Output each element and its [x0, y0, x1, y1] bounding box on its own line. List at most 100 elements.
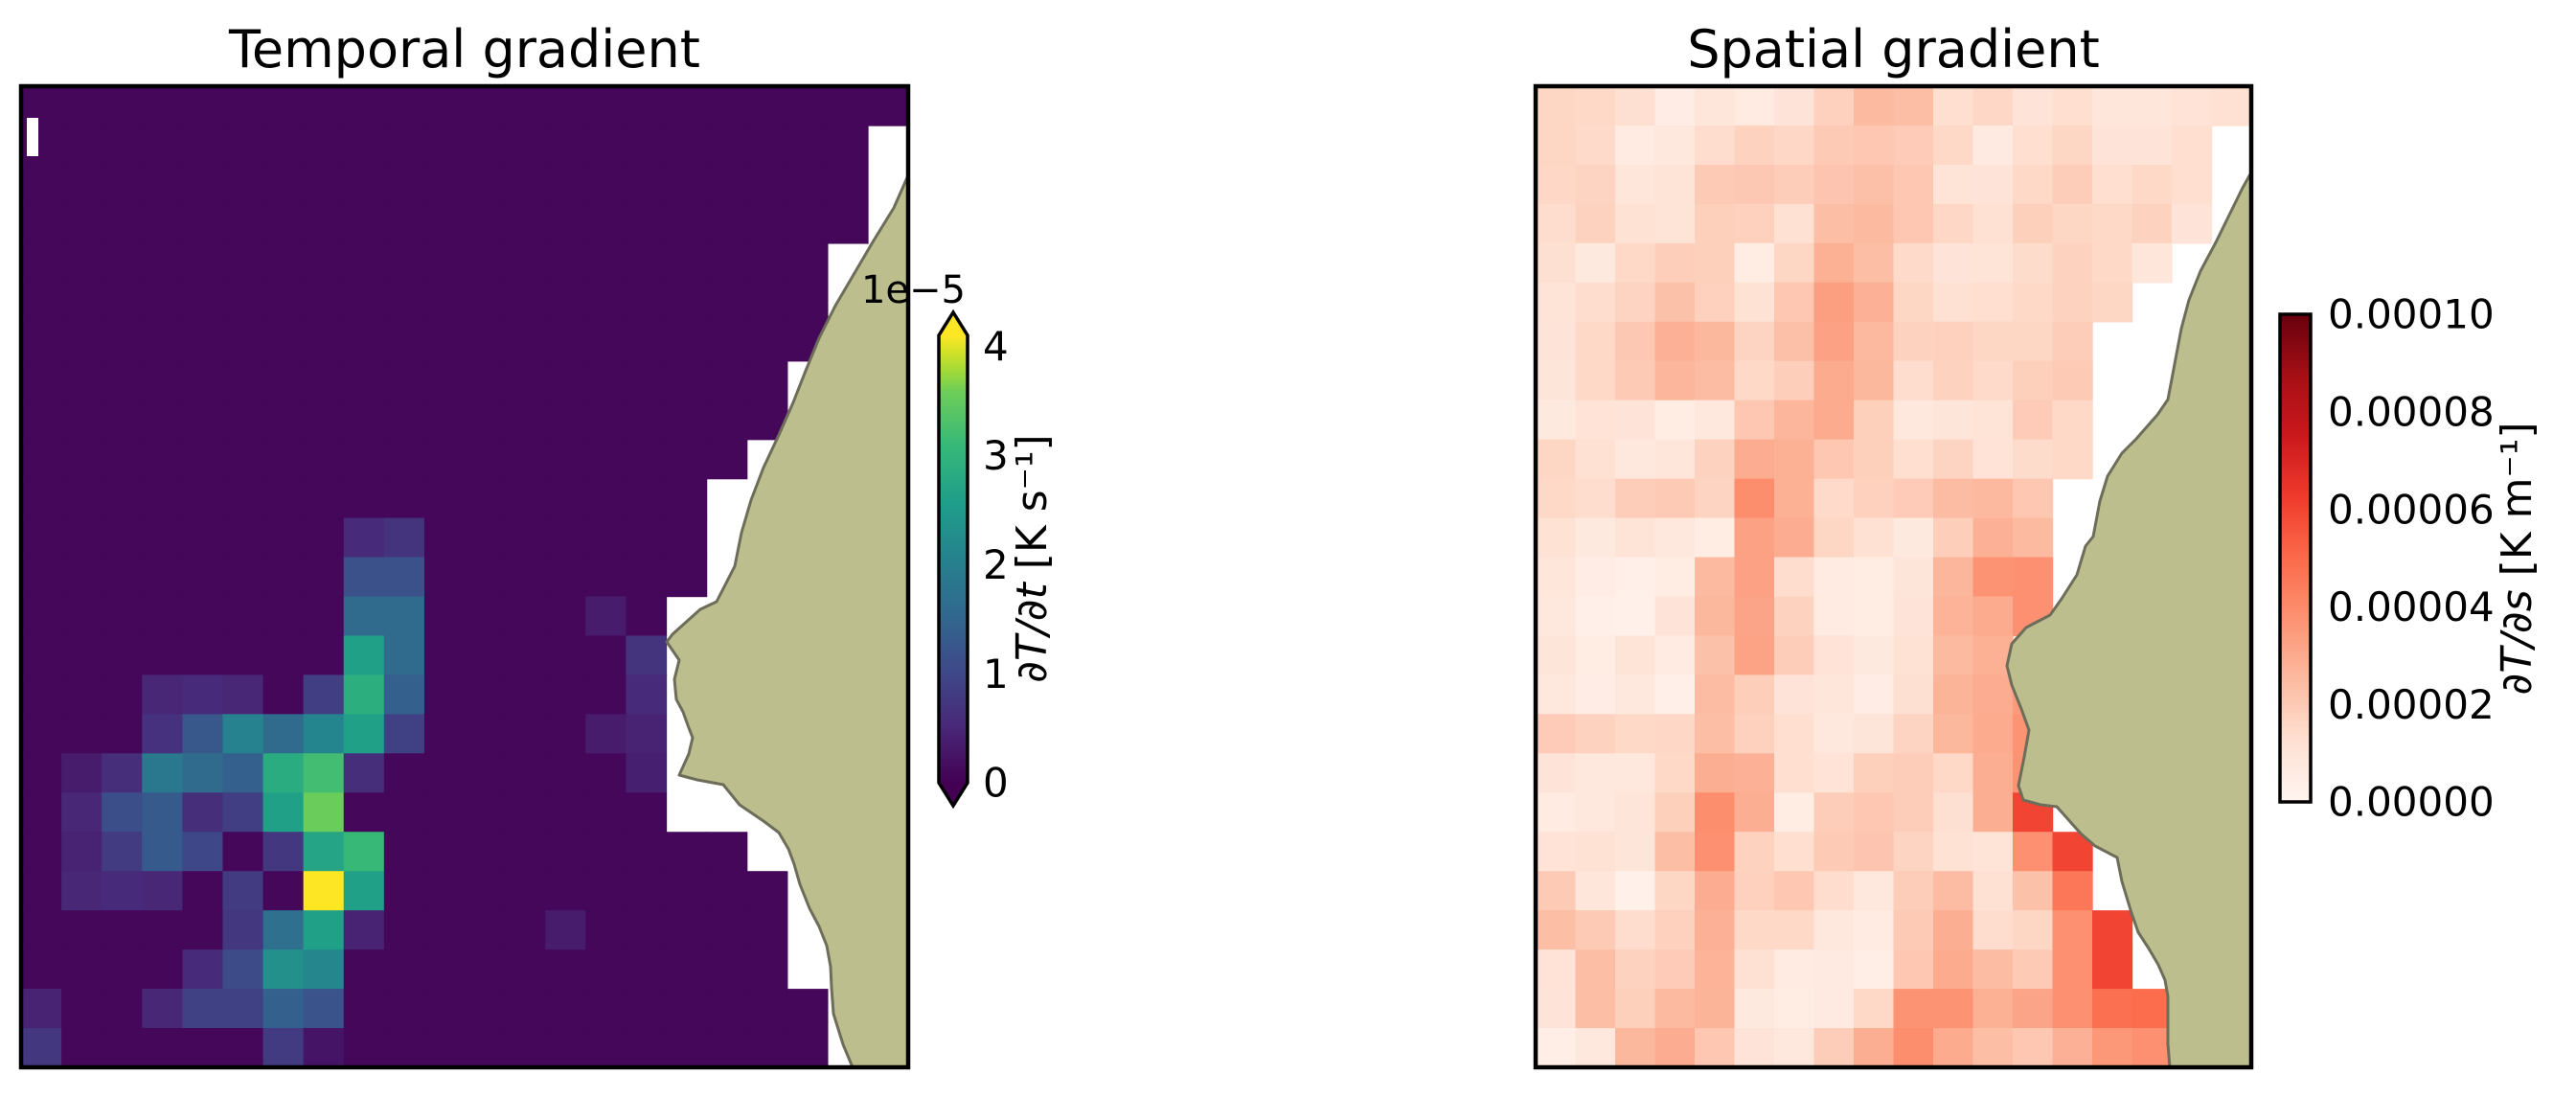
heatmap-cell — [1854, 125, 1895, 166]
heatmap-cell — [1933, 674, 1974, 716]
heatmap-cell — [303, 242, 345, 284]
heatmap-cell — [1972, 989, 2014, 1029]
heatmap-cell — [61, 635, 103, 676]
heatmap-cell — [102, 282, 143, 323]
heatmap-cell — [465, 321, 506, 362]
heatmap-cell — [1695, 989, 1736, 1029]
heatmap-cell — [2131, 242, 2173, 284]
heatmap-cell — [505, 792, 546, 833]
heatmap-cell — [343, 478, 385, 519]
heatmap-cell — [1536, 282, 1577, 323]
heatmap-cell — [1575, 989, 1616, 1029]
heatmap-cell — [182, 360, 224, 401]
heatmap-cell — [545, 949, 586, 990]
heatmap-cell — [262, 282, 305, 323]
heatmap-cell — [61, 86, 103, 126]
heatmap-cell — [2013, 400, 2054, 441]
heatmap-cell — [1774, 557, 1815, 598]
heatmap-cell — [303, 203, 345, 244]
heatmap-cell — [1536, 1028, 1577, 1068]
heatmap-cell — [102, 517, 143, 559]
heatmap-cell — [505, 832, 546, 872]
heatmap-cell — [746, 203, 788, 244]
heatmap-cell — [423, 635, 466, 676]
heatmap-cell — [1774, 242, 1815, 284]
heatmap-cell — [182, 871, 224, 911]
heatmap-cell — [1933, 557, 1974, 598]
heatmap-cell — [182, 282, 224, 323]
heatmap-cell — [1654, 871, 1696, 911]
heatmap-cell — [465, 242, 506, 284]
heatmap-cell — [1615, 517, 1656, 559]
heatmap-cell — [21, 360, 62, 401]
heatmap-cell — [465, 478, 506, 519]
heatmap-cell — [786, 86, 829, 126]
heatmap-cell — [1774, 282, 1815, 323]
heatmap-cell — [2013, 86, 2054, 126]
heatmap-cell — [2052, 1028, 2093, 1068]
heatmap-cell — [706, 86, 748, 126]
heatmap-cell — [626, 910, 668, 950]
heatmap-cell — [2052, 949, 2093, 990]
heatmap-cell — [1575, 242, 1616, 284]
heatmap-cell — [423, 1028, 466, 1068]
heatmap-cell — [505, 635, 546, 676]
heatmap-cell — [182, 517, 224, 559]
heatmap-cell — [1575, 282, 1616, 323]
heatmap-cell — [505, 400, 546, 441]
heatmap-cell — [142, 439, 184, 480]
heatmap-cell — [1615, 400, 1656, 441]
heatmap-cell — [142, 517, 184, 559]
heatmap-cell — [827, 125, 869, 166]
heatmap-cell — [746, 125, 788, 166]
heatmap-cell — [1734, 989, 1775, 1029]
heatmap-cell — [465, 1028, 506, 1068]
heatmap-cell — [383, 1028, 425, 1068]
heatmap-cell — [182, 164, 224, 205]
heatmap-cell — [1774, 86, 1815, 126]
heatmap-cell — [1813, 557, 1855, 598]
heatmap-cell — [786, 282, 829, 323]
heatmap-cell — [1933, 1028, 1974, 1068]
heatmap-cell — [585, 635, 627, 676]
heatmap-cell — [505, 753, 546, 793]
heatmap-cell — [383, 832, 425, 872]
heatmap-cell — [61, 517, 103, 559]
heatmap-cell — [1972, 910, 2014, 950]
heatmap-cell — [1813, 1028, 1855, 1068]
heatmap-cell — [1575, 596, 1616, 637]
heatmap-cell — [1854, 753, 1895, 793]
heatmap-cell — [626, 164, 668, 205]
heatmap-cell — [142, 1028, 184, 1068]
heatmap-cell — [2013, 517, 2054, 559]
heatmap-cell — [2013, 164, 2054, 205]
heatmap-cell — [1536, 242, 1577, 284]
heatmap-cell — [423, 832, 466, 872]
heatmap-cell — [343, 989, 385, 1029]
heatmap-cell — [786, 989, 829, 1029]
heatmap-cell — [1813, 478, 1855, 519]
heatmap-cell — [343, 557, 385, 598]
heatmap-cell — [303, 792, 345, 833]
heatmap-cell — [383, 557, 425, 598]
heatmap-cell — [1774, 714, 1815, 755]
heatmap-cell — [1734, 871, 1775, 911]
heatmap-cell — [1972, 400, 2014, 441]
heatmap-cell — [585, 596, 627, 637]
heatmap-cell — [1893, 557, 1934, 598]
heatmap-cell — [182, 832, 224, 872]
heatmap-cell — [706, 321, 748, 362]
heatmap-cell — [1575, 753, 1616, 793]
heatmap-cell — [142, 949, 184, 990]
heatmap-cell — [343, 596, 385, 637]
heatmap-cell — [383, 86, 425, 126]
heatmap-cell — [465, 125, 506, 166]
heatmap-cell — [1654, 86, 1696, 126]
heatmap-cell — [182, 439, 224, 480]
heatmap-cell — [1615, 125, 1656, 166]
heatmap-cell — [666, 557, 708, 598]
temporal-colorbar: 0 1 2 3 4 1e−5 ∂T/∂t [K s⁻¹] — [861, 268, 1057, 810]
heatmap-cell — [626, 282, 668, 323]
